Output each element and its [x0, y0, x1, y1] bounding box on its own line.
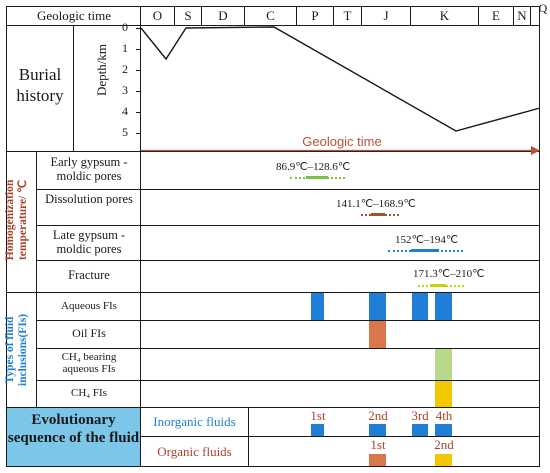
depth-tick-3: 3	[122, 83, 128, 97]
range-core-fracture	[430, 284, 446, 287]
period-S: S	[184, 8, 192, 23]
burial-curve	[140, 26, 541, 132]
inclusions-side-label: Types of fluid inclusions(FIs)	[4, 313, 29, 387]
period-N: N	[517, 8, 527, 23]
inorganic-stage-4-bar	[435, 424, 452, 436]
oil-fis-bar	[369, 321, 386, 348]
organic-stage-2-bar	[435, 454, 452, 466]
inorganic-stage-1: 1st	[310, 408, 326, 423]
sequence-title-box	[7, 408, 140, 466]
geologic-time-arrow-label: Geologic time	[302, 134, 382, 149]
aqueous-fis-bar-2	[369, 293, 386, 320]
period-E: E	[492, 8, 500, 23]
range-label-fracture: 171.3℃–210℃	[413, 268, 485, 280]
row-label-aqueous-fis: Aqueous FIs	[61, 300, 117, 312]
ch4-bearing-aqueous-fis-bar	[435, 349, 452, 380]
depth-tick-0: 0	[122, 20, 128, 34]
range-core-late-gypsum	[411, 249, 439, 252]
row-label-late-gypsum: Late gypsum -moldic pores	[52, 228, 126, 256]
inorganic-stage-2: 2nd	[368, 408, 388, 423]
aqueous-fis-bar-3	[412, 293, 428, 320]
depth-tick-4: 4	[122, 104, 128, 118]
time-arrow-head	[531, 146, 540, 155]
inorganic-stage-3-bar	[412, 424, 428, 436]
range-label-late-gypsum: 152℃–194℃	[395, 234, 459, 246]
depth-axis-label: Depth/km	[94, 44, 109, 96]
period-P: P	[311, 8, 319, 23]
inorganic-stage-1-bar	[311, 424, 324, 436]
outer-border	[6, 6, 540, 467]
organic-fluids-label: Organic fluids	[157, 444, 232, 459]
range-label-early-gypsum: 86.9℃–128.6℃	[276, 161, 351, 173]
organic-stage-2: 2nd	[434, 437, 454, 452]
row-label-early-gypsum: Early gypsum -moldic pores	[50, 155, 128, 183]
inorganic-stage-4: 4th	[435, 408, 453, 423]
inorganic-stage-2-bar	[369, 424, 386, 436]
row-label-oil-fis: Oil FIs	[72, 326, 106, 340]
period-T: T	[343, 8, 352, 23]
period-Q: Q	[538, 1, 548, 15]
organic-stage-1: 1st	[370, 437, 386, 452]
period-D: D	[218, 8, 228, 23]
period-dividers	[140, 7, 531, 26]
row-label-dissolution-pores: Dissolution pores	[45, 192, 133, 206]
depth-tick-marks	[136, 28, 140, 134]
period-O: O	[152, 8, 163, 23]
ch4-fis-bar	[435, 381, 452, 407]
period-C: C	[266, 8, 275, 23]
sequence-title: Evolutionary sequence of the fluid	[7, 412, 140, 446]
period-J: J	[383, 8, 389, 23]
aqueous-fis-bar-1	[311, 293, 324, 320]
homogenization-side-label: Homogenization temperature/ ℃	[4, 179, 29, 261]
range-core-early-gypsum	[306, 176, 328, 179]
homog-row-lines	[6, 189, 540, 293]
row-label-ch4-fis: CH₄ FIs	[71, 387, 107, 399]
organic-stage-1-bar	[369, 454, 386, 466]
range-label-dissolution: 141.1℃–168.9℃	[336, 198, 416, 210]
depth-tick-5: 5	[122, 125, 128, 139]
row-label-ch4-bearing-aqueous-fis: CH₄ bearing aqueous FIs	[61, 351, 117, 376]
geologic-time-header: Geologic time	[36, 8, 111, 23]
inorganic-stage-3: 3rd	[411, 408, 429, 423]
period-K: K	[439, 8, 450, 23]
depth-tick-1: 1	[122, 41, 128, 55]
inorganic-fluids-label: Inorganic fluids	[153, 414, 236, 429]
row-label-fracture: Fracture	[68, 268, 110, 282]
inclusion-row-lines	[6, 320, 540, 408]
range-core-dissolution	[371, 213, 385, 216]
depth-tick-2: 2	[122, 62, 128, 76]
aqueous-fis-bar-4	[435, 293, 452, 320]
burial-history-title: Burial history	[16, 65, 64, 106]
